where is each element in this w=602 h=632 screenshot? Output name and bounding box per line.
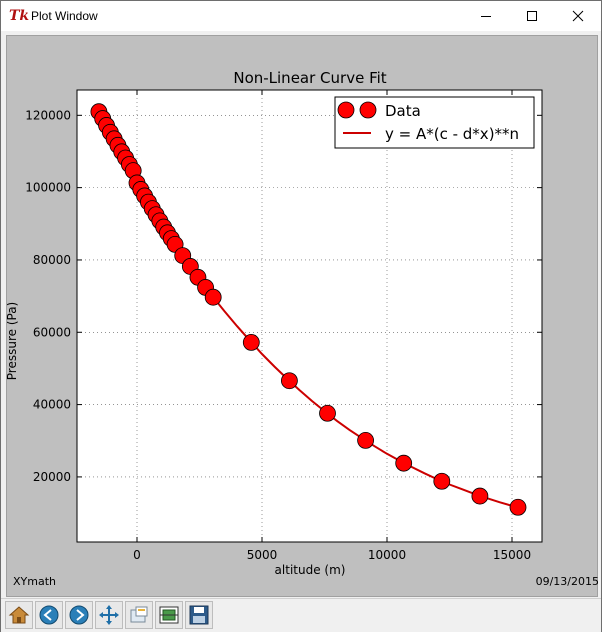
home-icon bbox=[8, 606, 30, 624]
minimize-button[interactable] bbox=[463, 1, 509, 31]
chart-svg: Non-Linear Curve Fit 0 5000 10000 15000 2000… bbox=[7, 69, 543, 576]
footer-app-name: XYmath bbox=[13, 575, 56, 588]
back-arrow-icon bbox=[39, 605, 59, 625]
back-button[interactable] bbox=[35, 601, 63, 629]
data-point bbox=[395, 454, 413, 472]
data-point bbox=[319, 404, 336, 422]
zoom-rect-icon bbox=[130, 606, 148, 623]
close-icon bbox=[572, 10, 584, 22]
data-point bbox=[204, 288, 222, 306]
y-tick-label: 40000 bbox=[33, 398, 71, 412]
legend: Data y = A*(c - d*x)**n bbox=[334, 96, 535, 149]
legend-box bbox=[334, 96, 535, 149]
legend-fit-label: y = A*(c - d*x)**n bbox=[385, 125, 519, 143]
configure-subplots-button[interactable] bbox=[155, 601, 183, 629]
tk-app-icon: Tk bbox=[9, 8, 30, 24]
y-tick-label: 80000 bbox=[33, 253, 71, 267]
save-icon bbox=[189, 605, 209, 625]
save-button[interactable] bbox=[185, 601, 213, 629]
y-tick-label: 20000 bbox=[33, 470, 71, 484]
configure-subplots-icon bbox=[159, 606, 179, 624]
chart-title: Non-Linear Curve Fit bbox=[233, 69, 386, 87]
x-axis-label: altitude (m) bbox=[275, 563, 346, 576]
data-point bbox=[280, 372, 298, 390]
x-tick-label: 5000 bbox=[247, 548, 278, 562]
minimize-icon bbox=[481, 16, 491, 17]
maximize-icon bbox=[527, 11, 537, 21]
data-point bbox=[242, 333, 260, 351]
legend-data-marker bbox=[337, 101, 355, 119]
axis-ticks: 0 5000 10000 15000 20000 40000 60000 80000 10000… bbox=[25, 90, 542, 562]
y-tick-label: 60000 bbox=[33, 325, 71, 339]
forward-arrow-icon bbox=[69, 605, 89, 625]
window-title: Plot Window bbox=[31, 9, 98, 23]
pan-button[interactable] bbox=[95, 601, 123, 629]
forward-button[interactable] bbox=[65, 601, 93, 629]
y-axis-label: Pressure (Pa) bbox=[7, 302, 19, 380]
x-tick-label: 15000 bbox=[493, 548, 531, 562]
legend-data-marker bbox=[359, 101, 377, 119]
pan-move-icon bbox=[99, 605, 119, 625]
grid-lines bbox=[77, 90, 542, 542]
y-tick-label: 120000 bbox=[25, 108, 71, 122]
data-point bbox=[433, 472, 451, 490]
zoom-button[interactable] bbox=[125, 601, 153, 629]
data-markers bbox=[90, 103, 527, 516]
home-button[interactable] bbox=[5, 601, 33, 629]
footer-date: 09/13/2015 bbox=[535, 575, 599, 588]
legend-data-label: Data bbox=[385, 102, 421, 120]
y-tick-label: 100000 bbox=[25, 181, 71, 195]
maximize-button[interactable] bbox=[509, 1, 555, 31]
data-point bbox=[471, 487, 489, 505]
data-point bbox=[509, 498, 527, 516]
data-point bbox=[357, 431, 375, 449]
navigation-toolbar bbox=[1, 598, 601, 632]
figure-canvas[interactable]: Non-Linear Curve Fit 0 5000 10000 15000 2000… bbox=[6, 35, 599, 597]
x-tick-label: 10000 bbox=[368, 548, 406, 562]
title-bar[interactable]: Tk Plot Window bbox=[1, 1, 601, 31]
close-button[interactable] bbox=[555, 1, 601, 31]
x-tick-label: 0 bbox=[133, 548, 141, 562]
plot-area bbox=[76, 89, 543, 543]
